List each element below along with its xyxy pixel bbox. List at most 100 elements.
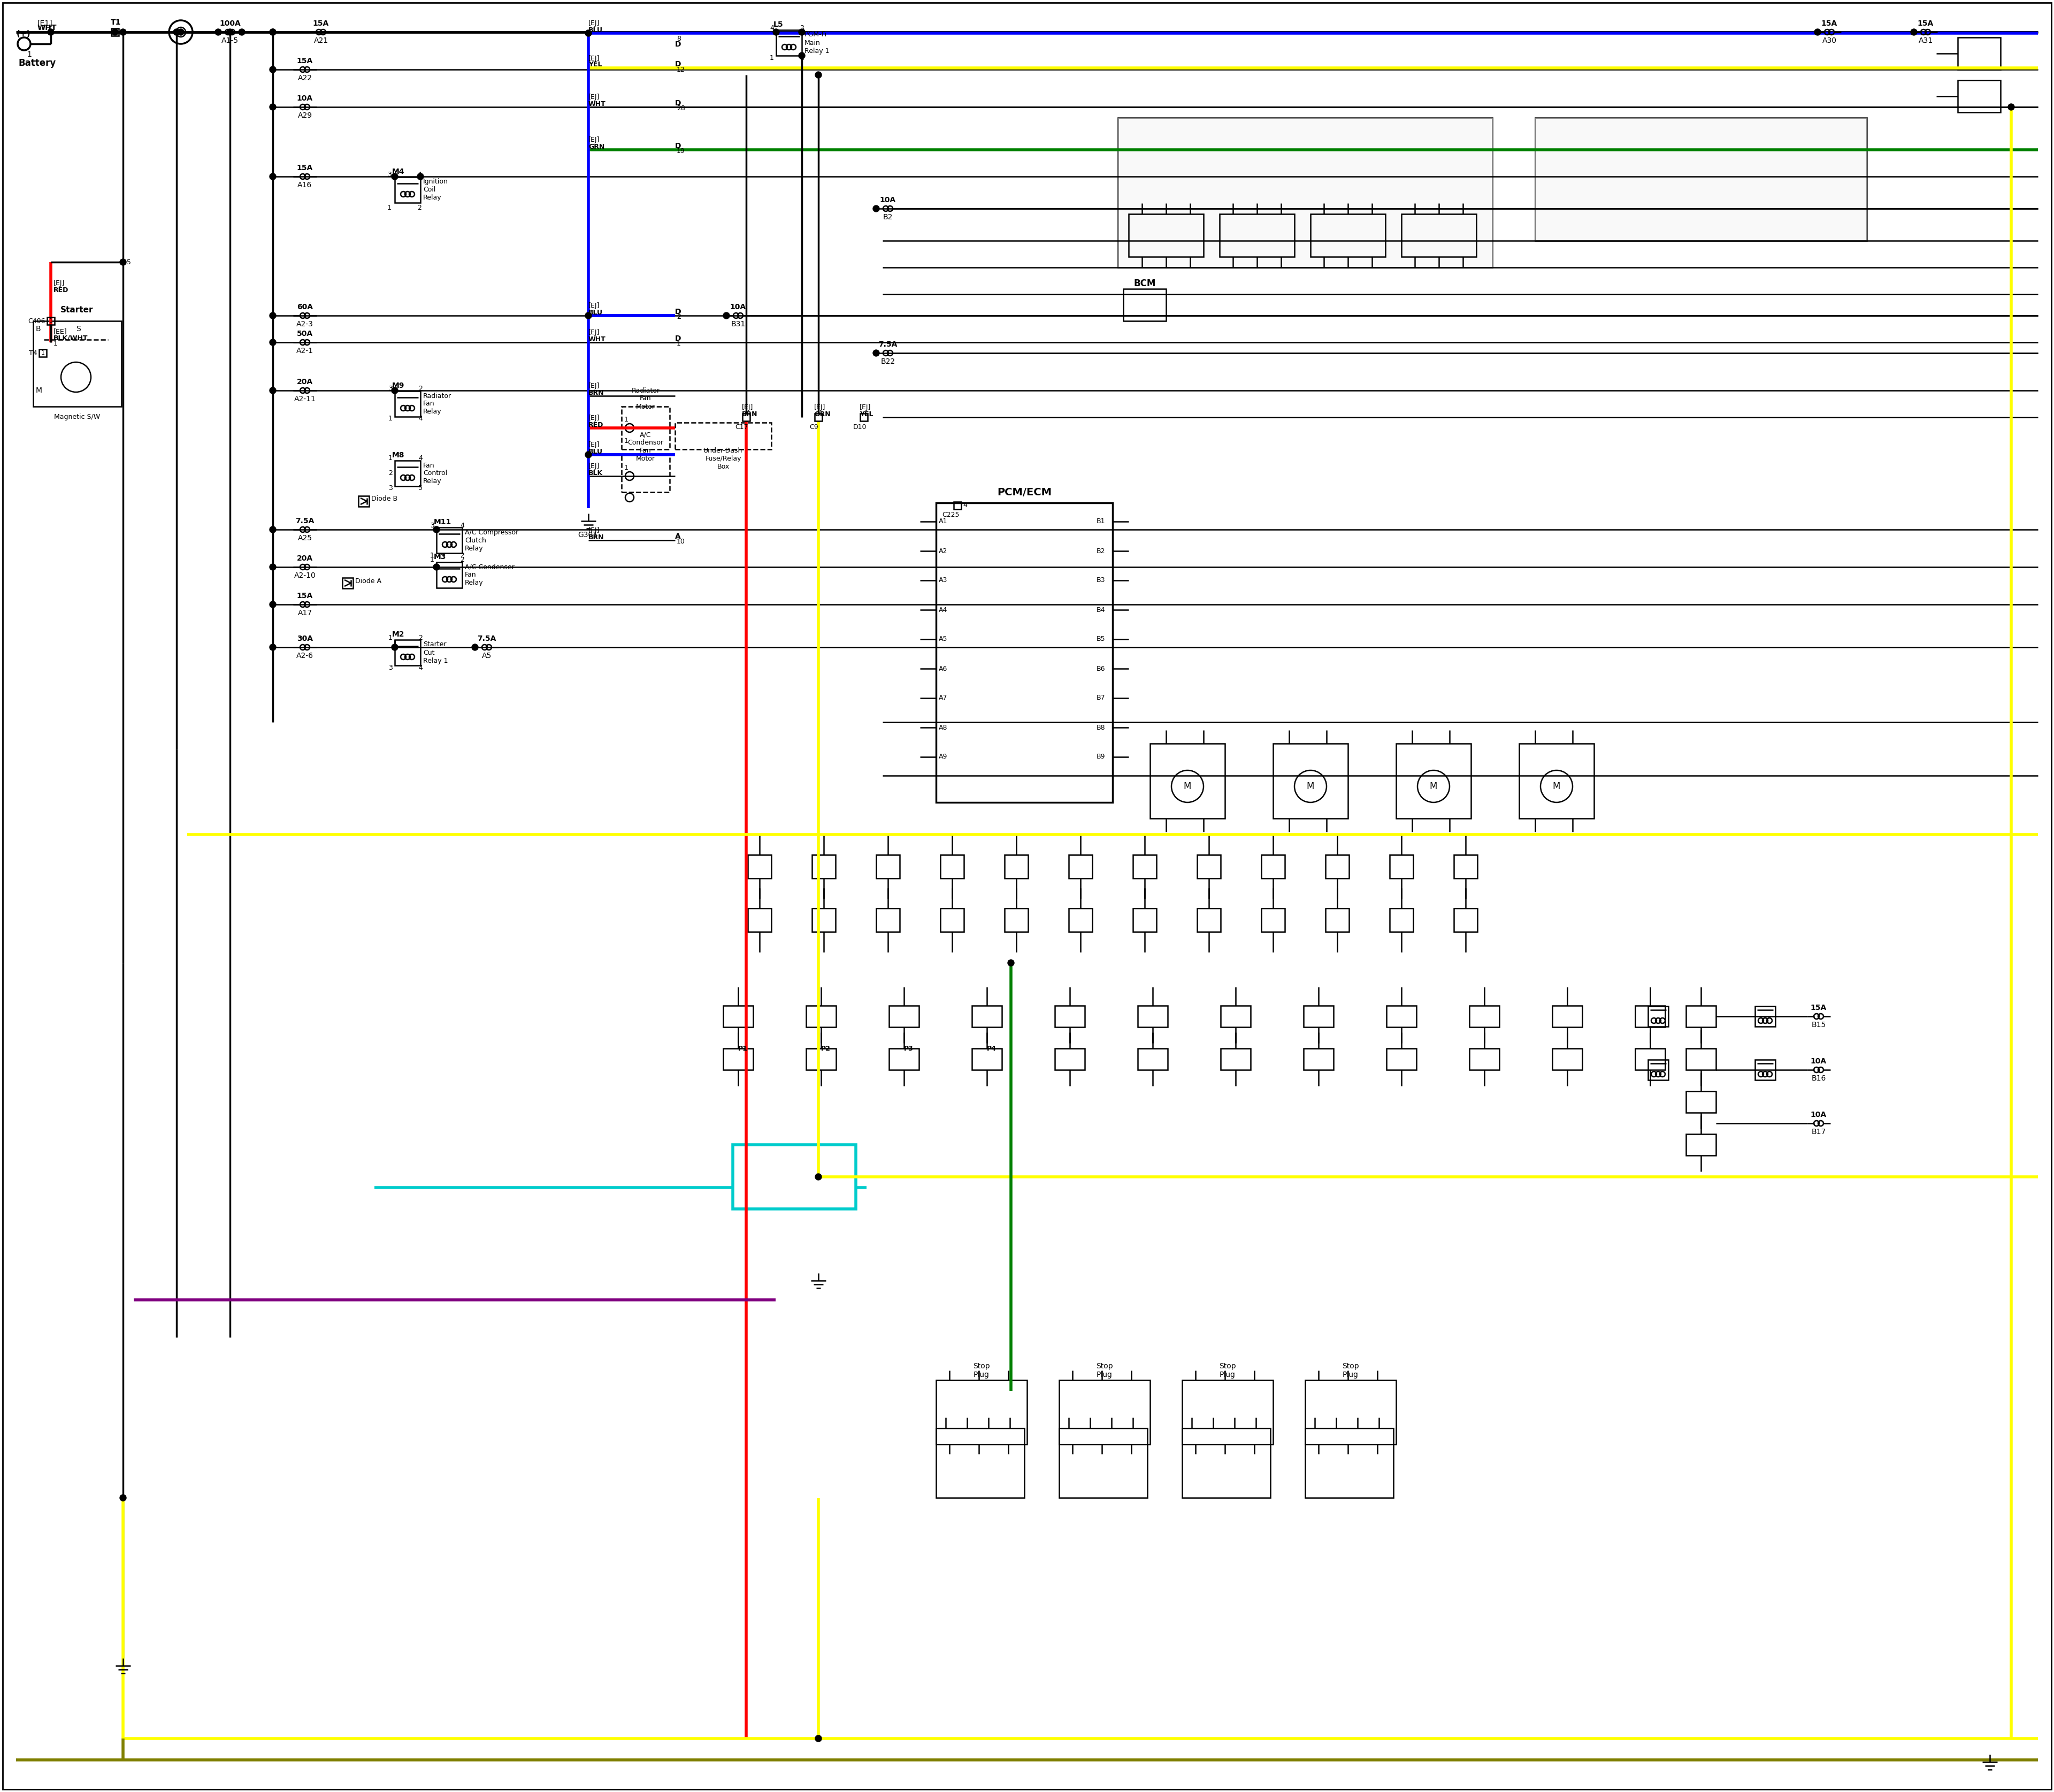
Text: B15: B15 [1812,1021,1826,1029]
Bar [1183,1428,1269,1498]
Text: 3: 3 [388,665,392,670]
Text: D: D [676,61,682,68]
Text: B16: B16 [1812,1075,1826,1082]
Text: RED: RED [587,421,604,428]
Circle shape [269,339,275,346]
Bar [723,1005,754,1027]
Bar [394,461,421,486]
Text: 2: 2 [388,470,392,477]
Bar [1304,1380,1397,1444]
Bar [1686,1134,1715,1156]
Bar [435,563,462,588]
Text: 10A: 10A [298,95,312,102]
Text: 8: 8 [676,36,682,43]
Text: [EJ]: [EJ] [587,441,600,448]
Text: M: M [1553,781,1561,790]
Text: 20A: 20A [298,378,312,385]
Text: M: M [35,387,43,394]
Text: [EJ]: [EJ] [587,20,600,27]
Text: B3: B3 [1097,577,1105,584]
Bar [1128,213,1204,256]
Text: 7.5A: 7.5A [296,518,314,525]
Text: B2: B2 [1097,548,1105,554]
Bar [1310,213,1384,256]
Text: D: D [676,41,682,48]
Bar [1553,1005,1582,1027]
Bar [1004,855,1029,878]
Bar [1754,1005,1775,1027]
Circle shape [238,29,244,36]
Text: 15A: 15A [296,591,312,600]
Text: BLU: BLU [587,308,602,315]
Circle shape [269,564,275,570]
Text: C225: C225 [943,513,959,518]
Text: Stop
Plug: Stop Plug [1220,1362,1237,1378]
Text: M: M [1183,781,1191,790]
Bar [805,1048,836,1070]
Bar [1150,744,1224,819]
Bar [1138,1005,1167,1027]
Text: 3: 3 [388,486,392,491]
Bar [1261,855,1286,878]
Text: YEL: YEL [859,410,873,418]
Circle shape [269,174,275,179]
Bar [805,1005,836,1027]
Bar [394,391,421,418]
Text: B17: B17 [1812,1129,1826,1136]
Bar [741,414,750,421]
Bar [937,1428,1025,1498]
Text: B: B [35,324,41,333]
Bar [1386,1005,1417,1027]
Bar [1686,1091,1715,1113]
Text: BRN: BRN [587,389,604,396]
Bar [1261,909,1286,932]
Text: 4: 4 [963,502,967,509]
Bar [1304,1048,1333,1070]
Text: D: D [676,100,682,108]
Bar [941,855,963,878]
Text: 15A: 15A [296,165,312,172]
Bar [815,414,822,421]
Text: GRN: GRN [587,143,604,151]
Text: A2-11: A2-11 [294,396,316,403]
Text: 2: 2 [676,314,680,321]
Text: 28: 28 [676,106,686,113]
Bar [1183,1380,1273,1444]
Circle shape [873,206,879,211]
Text: 1: 1 [388,204,392,211]
Bar [1068,909,1093,932]
Bar [1635,1005,1666,1027]
Text: ORN: ORN [813,410,830,418]
Text: [EJ]: [EJ] [741,405,754,410]
Text: Under-Dash
Fuse/Relay
Box: Under-Dash Fuse/Relay Box [705,448,744,471]
Bar [889,1048,918,1070]
Text: PCM/ECM: PCM/ECM [996,487,1052,496]
Bar [889,1005,918,1027]
Text: 100A: 100A [220,20,240,27]
Circle shape [1814,29,1820,36]
Bar [1534,118,1867,240]
Bar [1957,38,2001,70]
Text: 10A: 10A [1810,1057,1826,1064]
Bar [748,855,772,878]
Bar [1401,213,1477,256]
Bar [1686,1005,1715,1027]
Circle shape [173,29,181,36]
Bar [748,909,772,932]
Text: WHT: WHT [37,23,58,32]
Text: T4: T4 [29,349,37,357]
Circle shape [392,387,398,394]
Bar [1304,1428,1393,1498]
Text: BRN: BRN [741,410,758,418]
Bar [1056,1048,1085,1070]
Bar [1754,1059,1775,1081]
Polygon shape [1117,118,1493,267]
Bar [1004,909,1029,932]
Text: BLK/WHT: BLK/WHT [53,335,88,342]
Circle shape [799,52,805,59]
Text: Radiator
Fan
Relay: Radiator Fan Relay [423,392,452,416]
Bar [723,1048,754,1070]
Circle shape [815,1735,822,1742]
Text: B9: B9 [1097,753,1105,760]
Circle shape [585,30,592,36]
